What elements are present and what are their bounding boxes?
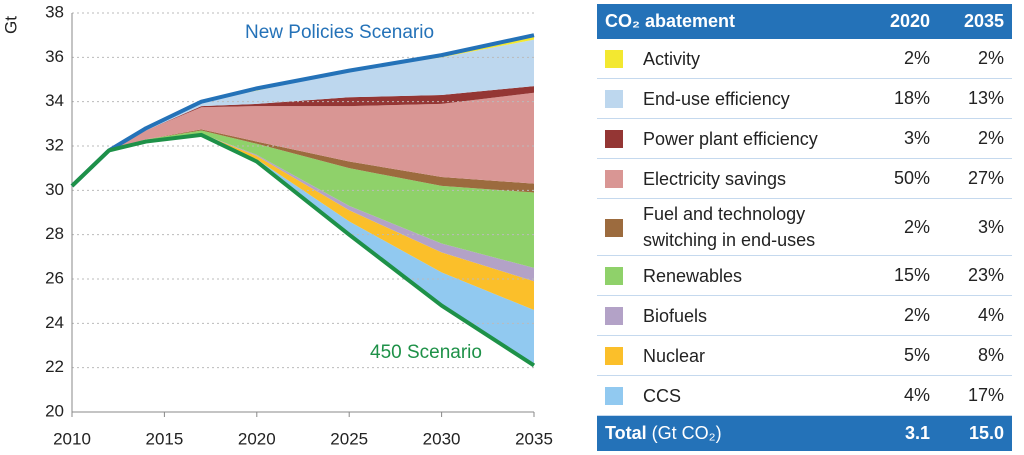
y-tick-label: 32 <box>45 135 64 154</box>
y-tick-label: 22 <box>45 357 64 376</box>
row-label: Fuel and technology switching in end-use… <box>635 198 864 256</box>
total-2020: 3.1 <box>864 415 938 451</box>
wedge-area <box>72 130 534 268</box>
table-row: Power plant efficiency 3% 2% <box>597 118 1012 159</box>
swatch-cell <box>597 295 635 336</box>
table-header: CO₂ abatement 2020 2035 <box>597 4 1012 39</box>
share-2020: 2% <box>864 295 938 336</box>
share-2035: 3% <box>938 198 1012 256</box>
swatch-cell <box>597 375 635 416</box>
share-2035: 2% <box>938 39 1012 79</box>
share-2035: 23% <box>938 255 1012 296</box>
y-tick-label: 26 <box>45 268 64 287</box>
share-2035: 8% <box>938 335 1012 376</box>
wedge-area <box>72 39 534 186</box>
scenario-line <box>70 33 535 188</box>
table-row: End-use efficiency 18% 13% <box>597 78 1012 119</box>
share-2020: 15% <box>864 255 938 296</box>
total-word: Total <box>605 423 647 443</box>
table-row: Renewables 15% 23% <box>597 255 1012 296</box>
table-row: CCS 4% 17% <box>597 375 1012 416</box>
table-row: Biofuels 2% 4% <box>597 295 1012 336</box>
share-2020: 4% <box>864 375 938 416</box>
swatch-cell <box>597 335 635 376</box>
y-tick-label: 34 <box>45 91 64 110</box>
share-2035: 13% <box>938 78 1012 119</box>
color-swatch <box>605 50 623 69</box>
areas <box>72 35 534 366</box>
share-2020: 50% <box>864 158 938 199</box>
y-tick-label: 38 <box>45 2 64 21</box>
wedge-area <box>72 133 534 282</box>
table-row: Activity 2% 2% <box>597 39 1012 79</box>
share-2020: 5% <box>864 335 938 376</box>
share-2020: 2% <box>864 39 938 79</box>
y-tick-label: 36 <box>45 47 64 66</box>
wedge-area <box>72 92 534 186</box>
table-row: Fuel and technology switching in end-use… <box>597 198 1012 256</box>
swatch-cell <box>597 118 635 159</box>
color-swatch <box>605 267 623 286</box>
color-swatch <box>605 387 623 406</box>
color-swatch <box>605 90 623 109</box>
swatch-cell <box>597 158 635 199</box>
swatch-cell <box>597 39 635 79</box>
chart: Gt 20 22 24 26 28 30 32 34 36 38 2010 2015 2020 2025 2… <box>1 2 553 448</box>
scenario-label: New Policies Scenario <box>245 22 434 43</box>
y-tick-label: 28 <box>45 224 64 243</box>
swatch-cell <box>597 198 635 256</box>
total-label: Total (Gt CO₂) <box>597 415 864 451</box>
row-label: CCS <box>635 375 864 416</box>
color-swatch <box>605 170 623 189</box>
row-label: Power plant efficiency <box>635 118 864 159</box>
share-2020: 18% <box>864 78 938 119</box>
share-2035: 4% <box>938 295 1012 336</box>
row-label: Electricity savings <box>635 158 864 199</box>
total-unit: (Gt CO₂) <box>651 423 722 443</box>
header-cell: CO₂ abatement <box>597 4 864 39</box>
row-label: Nuclear <box>635 335 864 376</box>
share-2035: 27% <box>938 158 1012 199</box>
wedge-area <box>72 129 534 193</box>
scenario-line <box>70 132 536 368</box>
x-tick-label: 2010 <box>53 429 91 448</box>
x-tick-label: 2020 <box>238 429 276 448</box>
share-2020: 3% <box>864 118 938 159</box>
y-tick-label: 24 <box>45 313 64 332</box>
scenario-label: 450 Scenario <box>370 342 482 363</box>
share-2035: 2% <box>938 118 1012 159</box>
color-swatch <box>605 130 623 149</box>
x-tick-label: 2035 <box>515 429 553 448</box>
total-row: Total (Gt CO₂) 3.1 15.0 <box>597 415 1012 451</box>
color-swatch <box>605 307 623 326</box>
row-label: Biofuels <box>635 295 864 336</box>
share-2020: 2% <box>864 198 938 256</box>
header-cell: 2035 <box>938 4 1012 39</box>
x-tick-label: 2015 <box>145 429 183 448</box>
y-tick-label: 30 <box>45 180 64 199</box>
table-row: Electricity savings 50% 27% <box>597 158 1012 199</box>
x-tick-label: 2025 <box>330 429 368 448</box>
color-swatch <box>605 347 623 366</box>
abatement-table: CO₂ abatement 2020 2035 Activity 2% 2% End-… <box>597 4 1012 451</box>
wedge-area <box>72 86 534 186</box>
y-axis-label: Gt <box>1 16 20 34</box>
total-2035: 15.0 <box>938 415 1012 451</box>
color-swatch <box>605 218 623 237</box>
row-label: End-use efficiency <box>635 78 864 119</box>
x-tick-label: 2030 <box>423 429 461 448</box>
swatch-cell <box>597 255 635 296</box>
row-label: Renewables <box>635 255 864 296</box>
y-tick-label: 20 <box>45 401 64 420</box>
header-cell: 2020 <box>864 4 938 39</box>
share-2035: 17% <box>938 375 1012 416</box>
row-label: Activity <box>635 39 864 79</box>
swatch-cell <box>597 78 635 119</box>
table-row: Nuclear 5% 8% <box>597 335 1012 376</box>
